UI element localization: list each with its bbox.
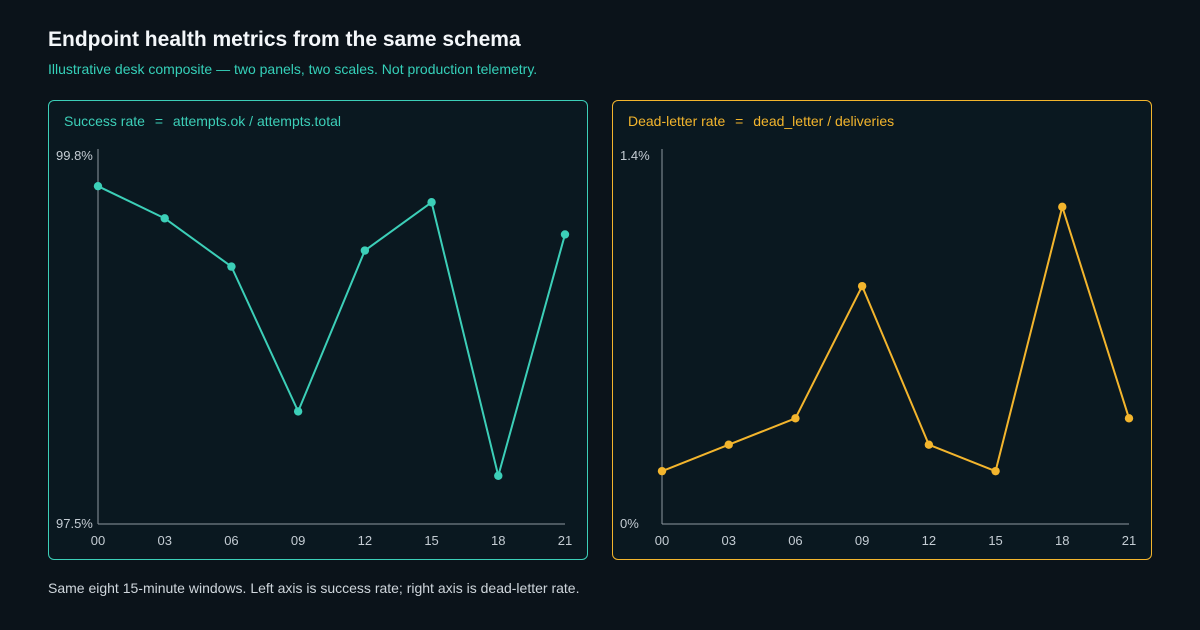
success-rate-point-00 <box>93 181 103 191</box>
dead-letter-rate-x-tick-00: 00 <box>655 533 669 548</box>
footer-note: Same eight 15-minute windows. Left axis … <box>48 580 580 596</box>
dead-letter-rate-x-tick-03: 03 <box>721 533 735 548</box>
dead-letter-rate-point-21 <box>1124 414 1134 423</box>
success-rate-x-tick-15: 15 <box>424 533 438 548</box>
dead-letter-rate-x-tick-09: 09 <box>855 533 869 548</box>
dead-letter-rate-y-tick-min: 0% <box>620 516 639 531</box>
success-rate-x-tick-21: 21 <box>558 533 572 548</box>
dead-letter-rate-point-00 <box>657 466 667 476</box>
dead-letter-rate-equals: = <box>735 113 744 129</box>
success-rate-x-tick-03: 03 <box>157 533 171 548</box>
dead-letter-rate-point-18 <box>1058 202 1067 212</box>
success-rate-point-09 <box>293 407 303 416</box>
page-subtitle: Illustrative desk composite — two panels… <box>48 61 538 77</box>
success-rate-x-tick-18: 18 <box>491 533 505 548</box>
dead-letter-rate-point-03 <box>724 440 733 449</box>
dead-letter-rate-x-tick-21: 21 <box>1122 533 1136 548</box>
success-rate-point-06 <box>227 262 236 271</box>
dead-letter-rate-x-tick-12: 12 <box>922 533 936 548</box>
dead-letter-rate-point-12 <box>924 440 934 449</box>
success-rate-y-tick-max: 99.8% <box>56 148 93 163</box>
dead-letter-rate-x-tick-15: 15 <box>988 533 1002 548</box>
dead-letter-rate-chart: 0% 1.4% 00 03 06 09 12 15 18 21 <box>620 148 1136 548</box>
dead-letter-rate-formula: dead_letter / deliveries <box>753 113 895 129</box>
dead-letter-rate-panel: Dead-letter rate = dead_letter / deliver… <box>612 100 1152 560</box>
success-rate-metric-name: Success rate <box>64 113 145 129</box>
dead-letter-rate-x-tick-06: 06 <box>788 533 802 548</box>
success-rate-y-tick-min: 97.5% <box>56 516 93 531</box>
success-rate-x-tick-09: 09 <box>291 533 305 548</box>
success-rate-x-tick-12: 12 <box>358 533 372 548</box>
success-rate-point-03 <box>160 214 169 223</box>
success-rate-chart: 97.5% 99.8% 00 03 06 09 12 15 18 21 <box>56 148 572 548</box>
success-rate-point-21 <box>560 230 570 239</box>
dead-letter-rate-point-09 <box>857 281 867 291</box>
dead-letter-rate-panel-label: Dead-letter rate = dead_letter / deliver… <box>628 113 894 129</box>
success-rate-x-tick-06: 06 <box>224 533 238 548</box>
success-rate-point-12 <box>360 246 370 255</box>
page-title: Endpoint health metrics from the same sc… <box>48 28 521 51</box>
success-rate-equals: = <box>154 113 164 129</box>
dead-letter-rate-point-06 <box>791 414 800 423</box>
success-rate-x-tick-00: 00 <box>91 533 105 548</box>
dead-letter-rate-point-15 <box>991 466 1000 476</box>
dead-letter-rate-series-line <box>661 205 1130 473</box>
success-rate-panel-label: Success rate = attempts.ok / attempts.to… <box>64 113 341 129</box>
dead-letter-rate-y-tick-max: 1.4% <box>620 148 650 163</box>
success-rate-panel: Success rate = attempts.ok / attempts.to… <box>48 100 588 560</box>
success-rate-point-18 <box>494 471 503 480</box>
dead-letter-rate-x-tick-18: 18 <box>1055 533 1069 548</box>
success-rate-formula: attempts.ok / attempts.total <box>172 113 341 129</box>
success-rate-series-line <box>97 185 566 477</box>
success-rate-point-15 <box>427 198 436 207</box>
dead-letter-rate-metric-name: Dead-letter rate <box>628 113 726 129</box>
